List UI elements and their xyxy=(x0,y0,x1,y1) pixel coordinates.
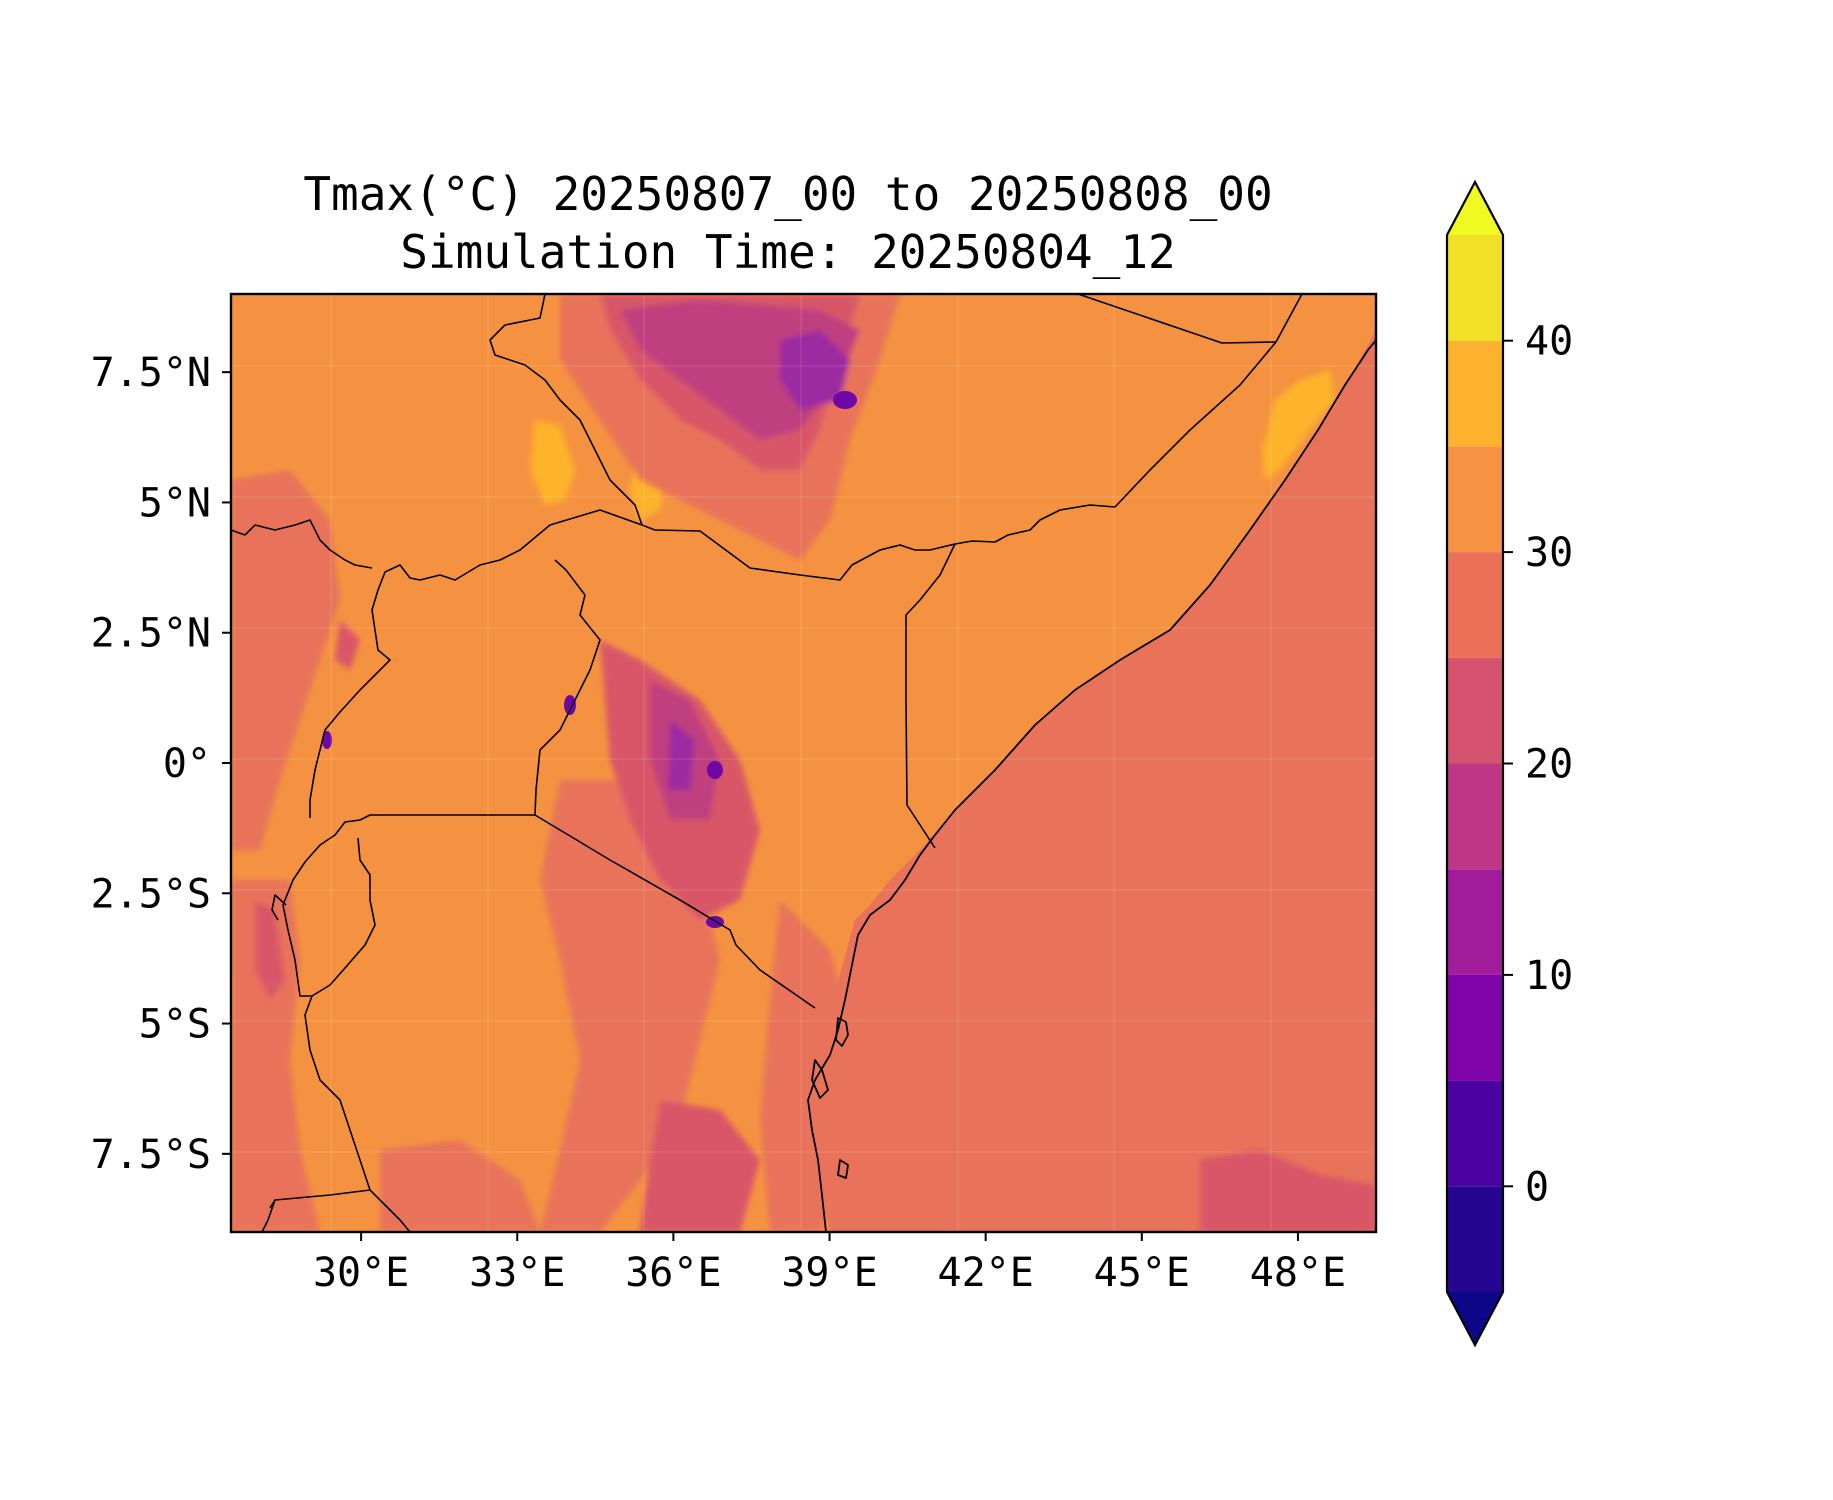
colorbar-under-extension xyxy=(1447,1292,1503,1345)
x-axis: 30°E 33°E 36°E 39°E 42°E 45°E 48°E xyxy=(313,1232,1346,1296)
colorbar-segment xyxy=(1447,446,1503,553)
colorbar-segment xyxy=(1447,1080,1503,1187)
x-tick-label: 33°E xyxy=(469,1250,565,1296)
coastal-islands xyxy=(811,1017,849,1179)
colorbar-segment xyxy=(1447,235,1503,341)
land-field xyxy=(231,294,1376,1232)
country-borders xyxy=(231,294,1303,1232)
colorbar: 0 10 20 30 40 xyxy=(1445,179,1573,1348)
colorbar-outline xyxy=(1445,179,1505,1348)
x-tick-label: 42°E xyxy=(937,1250,1033,1296)
colorbar-segment xyxy=(1447,552,1503,658)
y-tick-label: 0° xyxy=(163,741,211,787)
cool-patches xyxy=(231,294,1376,1232)
figure-title: Tmax(°C) 20250807_00 to 20250808_00 xyxy=(303,167,1272,221)
x-tick-label: 48°E xyxy=(1250,1250,1346,1296)
y-axis: 7.5°N 5°N 2.5°N 0° 2.5°S 5°S 7.5°S xyxy=(91,350,231,1178)
colorbar-segment xyxy=(1447,657,1503,764)
coldest-spots xyxy=(322,391,857,928)
colorbar-tick-label: 10 xyxy=(1525,953,1573,999)
y-tick-label: 7.5°N xyxy=(91,350,211,396)
map-panel xyxy=(231,294,1376,1232)
colorbar-segment xyxy=(1447,974,1503,1081)
figure-subtitle: Simulation Time: 20250804_12 xyxy=(400,225,1175,279)
colorbar-segment xyxy=(1447,1186,1503,1292)
x-tick-label: 30°E xyxy=(313,1250,409,1296)
x-tick-label: 39°E xyxy=(781,1250,877,1296)
colorbar-segment xyxy=(1447,869,1503,975)
coastline xyxy=(807,339,1376,1232)
colorbar-tick-label: 40 xyxy=(1525,319,1573,365)
colorbar-segment xyxy=(1447,763,1503,870)
y-tick-label: 2.5°S xyxy=(91,871,211,917)
colorbar-tick-label: 30 xyxy=(1525,530,1573,576)
colorbar-tick-label: 0 xyxy=(1525,1164,1549,1210)
colorbar-segment xyxy=(1447,340,1503,447)
colorbar-tick-label: 20 xyxy=(1525,742,1573,788)
y-tick-label: 2.5°N xyxy=(91,611,211,657)
gridlines xyxy=(231,294,1376,1232)
x-tick-label: 36°E xyxy=(625,1250,721,1296)
y-tick-label: 5°S xyxy=(139,1002,211,1048)
y-tick-label: 7.5°S xyxy=(91,1132,211,1178)
x-tick-label: 45°E xyxy=(1094,1250,1190,1296)
colorbar-over-extension xyxy=(1447,182,1503,235)
y-tick-label: 5°N xyxy=(139,480,211,526)
